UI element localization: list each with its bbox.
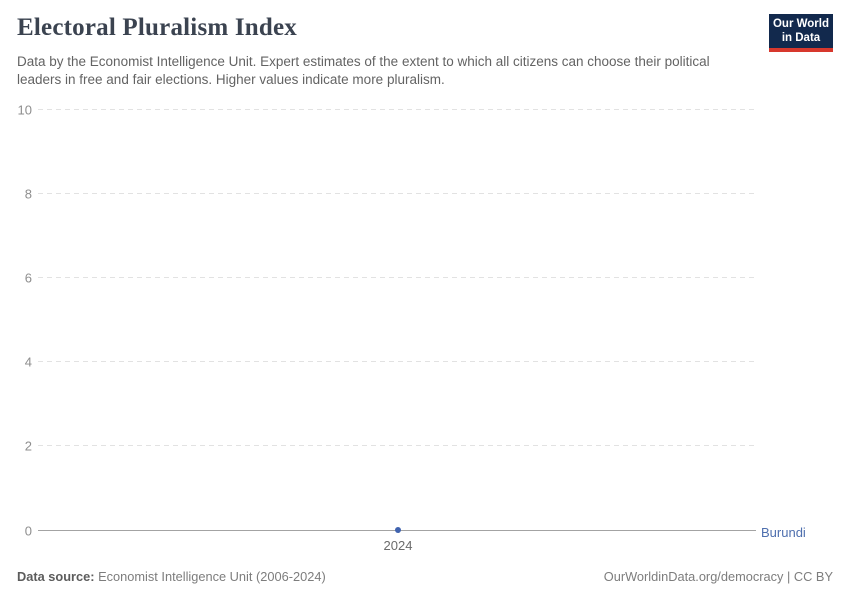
gridline-4 — [38, 361, 756, 362]
y-tick-label-0: 0 — [24, 523, 32, 539]
y-tick-label-10: 10 — [17, 102, 32, 118]
owid-logo-line2: in Data — [781, 31, 821, 44]
data-source-label: Data source: — [17, 569, 95, 584]
data-source-text: Economist Intelligence Unit (2006-2024) — [98, 569, 326, 584]
gridline-6 — [38, 277, 756, 278]
owid-logo-line1: Our World — [772, 18, 829, 30]
data-point-burundi-2024[interactable] — [395, 527, 401, 533]
gridline-10 — [38, 109, 756, 110]
y-tick-label-2: 2 — [24, 438, 32, 454]
gridline-8 — [38, 193, 756, 194]
x-tick-label-2024: 2024 — [383, 538, 413, 553]
attribution-link[interactable]: OurWorldinData.org/democracy | CC BY — [603, 569, 833, 584]
data-source-note: Data source: Economist Intelligence Unit… — [17, 569, 326, 584]
owid-logo[interactable]: Our World in Data — [769, 14, 833, 52]
gridline-2 — [38, 445, 756, 446]
entity-label-burundi[interactable]: Burundi — [761, 525, 806, 540]
y-tick-label-8: 8 — [24, 186, 32, 202]
y-tick-label-6: 6 — [24, 270, 32, 286]
chart-subtitle: Data by the Economist Intelligence Unit.… — [17, 54, 710, 87]
y-tick-label-4: 4 — [24, 354, 32, 370]
page-title: Electoral Pluralism Index — [17, 14, 297, 41]
chart-footer: Data source: Economist Intelligence Unit… — [17, 569, 833, 584]
